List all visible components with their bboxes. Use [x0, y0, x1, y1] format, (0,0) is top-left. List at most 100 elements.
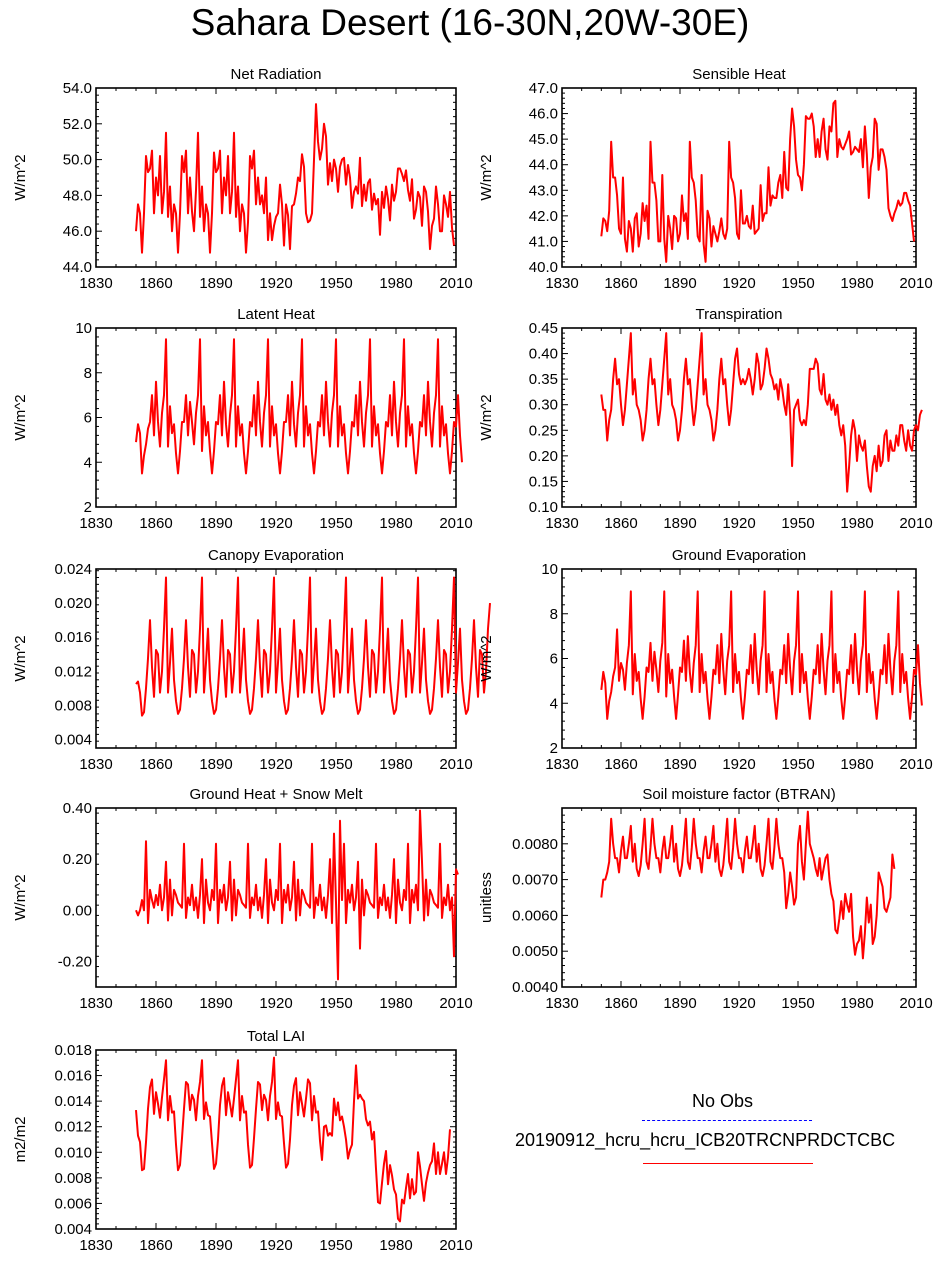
y-tick-label: 0.008	[54, 697, 92, 714]
panel-title: Transpiration	[696, 306, 783, 323]
series-line	[135, 1056, 451, 1223]
y-tick-label: 54.0	[63, 80, 92, 97]
x-tick-label: 1860	[139, 515, 172, 532]
x-tick-label: 1860	[139, 1237, 172, 1254]
x-tick-label: 1920	[259, 515, 292, 532]
chart-panel: 1830 1860 1890 1920 1950 1980 2010 0.10 0.15 0.20…	[478, 306, 933, 532]
chart-panel: 1830 1860 1890 1920 1950 1980 2010 2 4 6 8 10 Ground…	[478, 547, 933, 773]
y-tick-label: 8	[550, 606, 558, 623]
x-tick-label: 1890	[663, 756, 696, 773]
x-tick-label: 1920	[722, 756, 755, 773]
panel-title: Canopy Evaporation	[208, 547, 344, 564]
x-tick-label: 1830	[545, 515, 578, 532]
y-tick-label: 4	[84, 454, 92, 471]
series-line	[600, 332, 923, 493]
y-axis-label: W/m^2	[12, 394, 29, 440]
y-axis-label: W/m^2	[12, 154, 29, 200]
y-tick-label: 50.0	[63, 152, 92, 169]
x-tick-label: 2010	[439, 1237, 472, 1254]
x-tick-label: 1980	[840, 756, 873, 773]
x-tick-label: 1890	[199, 995, 232, 1012]
panel-title: Ground Heat + Snow Melt	[189, 786, 363, 803]
y-tick-label: 0.15	[529, 473, 558, 490]
y-axis-label: W/m^2	[478, 154, 495, 200]
plot-frame	[561, 807, 917, 988]
y-tick-label: 0.004	[54, 1221, 92, 1238]
x-tick-label: 1860	[604, 515, 637, 532]
y-tick-label: 0.00	[63, 902, 92, 919]
series-line	[600, 810, 896, 960]
x-tick-label: 1860	[604, 275, 637, 292]
y-tick-label: 44.0	[529, 157, 558, 174]
x-tick-label: 1950	[781, 756, 814, 773]
x-tick-label: 1920	[722, 995, 755, 1012]
y-axis-label: unitless	[478, 872, 495, 923]
chart-panel: 1830 1860 1890 1920 1950 1980 2010 -0.20 0.00 0.2…	[12, 786, 473, 1012]
x-tick-label: 1980	[840, 995, 873, 1012]
x-tick-label: 1830	[79, 275, 112, 292]
y-tick-label: 44.0	[63, 259, 92, 276]
y-tick-label: 6	[550, 651, 558, 668]
y-tick-label: 0.018	[54, 1042, 92, 1059]
y-tick-label: 2	[84, 499, 92, 516]
x-tick-label: 1950	[781, 275, 814, 292]
chart-panel: 1830 1860 1890 1920 1950 1980 2010 2 4 6 8 10 Latent…	[12, 306, 473, 532]
y-tick-label: 45.0	[529, 131, 558, 148]
y-tick-label: 0.016	[54, 1068, 92, 1085]
legend-model-label: 20190912_hcru_hcru_ICB20TRCNPRDCTCBC	[515, 1130, 896, 1150]
x-tick-label: 2010	[899, 995, 932, 1012]
x-tick-label: 2010	[439, 756, 472, 773]
chart-panel: 1830 1860 1890 1920 1950 1980 2010 0.0040 0.0050…	[478, 786, 933, 1012]
x-tick-label: 1920	[259, 275, 292, 292]
panel-title: Net Radiation	[231, 66, 322, 83]
x-tick-label: 1950	[781, 515, 814, 532]
x-tick-label: 1980	[840, 275, 873, 292]
x-tick-label: 1980	[379, 515, 412, 532]
x-tick-label: 1980	[379, 275, 412, 292]
y-tick-label: 0.30	[529, 397, 558, 414]
x-tick-label: 1920	[722, 275, 755, 292]
x-tick-label: 1830	[79, 756, 112, 773]
x-tick-label: 1980	[379, 995, 412, 1012]
y-tick-label: -0.20	[58, 953, 92, 970]
y-axis-label: m2/m2	[12, 1117, 29, 1163]
y-tick-label: 0.35	[529, 371, 558, 388]
legend: No Obs 20190912_hcru_hcru_ICB20TRCNPRDCT…	[480, 1085, 940, 1175]
y-tick-label: 47.0	[529, 80, 558, 97]
y-tick-label: 0.014	[54, 1093, 92, 1110]
x-tick-label: 1890	[663, 275, 696, 292]
y-tick-label: 0.20	[63, 851, 92, 868]
legend-obs-label: No Obs	[692, 1091, 754, 1111]
y-tick-label: 4	[550, 695, 558, 712]
x-tick-label: 1830	[545, 275, 578, 292]
y-tick-label: 0.0080	[512, 836, 558, 853]
y-axis-label: W/m^2	[12, 635, 29, 681]
y-tick-label: 42.0	[529, 208, 558, 225]
y-tick-label: 0.010	[54, 1144, 92, 1161]
y-axis-label: W/m^2	[478, 635, 495, 681]
y-axis-label: W/m^2	[12, 874, 29, 920]
y-tick-label: 0.016	[54, 629, 92, 646]
x-tick-label: 1920	[259, 1237, 292, 1254]
y-tick-label: 48.0	[63, 187, 92, 204]
y-tick-label: 2	[550, 740, 558, 757]
y-tick-label: 46.0	[529, 106, 558, 123]
x-tick-label: 1890	[199, 756, 232, 773]
y-tick-label: 0.0060	[512, 907, 558, 924]
legend-model-line	[643, 1163, 813, 1164]
y-tick-label: 0.40	[63, 800, 92, 817]
y-tick-label: 8	[84, 365, 92, 382]
y-tick-label: 0.0070	[512, 872, 558, 889]
panel-title: Sensible Heat	[692, 66, 786, 83]
x-tick-label: 1950	[319, 995, 352, 1012]
x-tick-label: 1950	[319, 515, 352, 532]
x-tick-label: 1980	[379, 1237, 412, 1254]
y-axis-label: W/m^2	[478, 394, 495, 440]
y-tick-label: 0.0040	[512, 979, 558, 996]
y-tick-label: 0.20	[529, 448, 558, 465]
x-tick-label: 1890	[199, 1237, 232, 1254]
x-tick-label: 1920	[259, 995, 292, 1012]
y-tick-label: 0.004	[54, 731, 92, 748]
x-tick-label: 2010	[899, 275, 932, 292]
